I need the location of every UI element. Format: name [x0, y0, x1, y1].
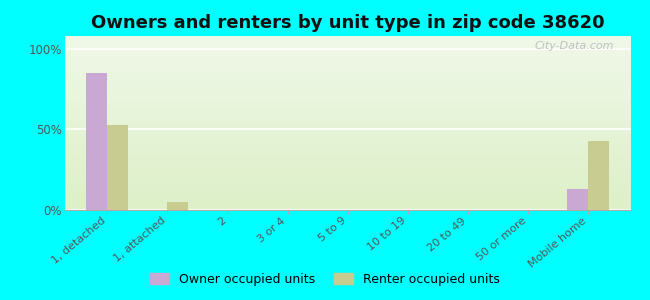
Bar [567, 189, 588, 210]
Legend: Owner occupied units, Renter occupied units: Owner occupied units, Renter occupied un… [146, 268, 504, 291]
Bar [86, 73, 107, 210]
Text: City-Data.com: City-Data.com [534, 41, 614, 51]
Bar [167, 202, 188, 210]
Title: Owners and renters by unit type in zip code 38620: Owners and renters by unit type in zip c… [91, 14, 604, 32]
Bar [107, 124, 128, 210]
Bar [588, 141, 610, 210]
